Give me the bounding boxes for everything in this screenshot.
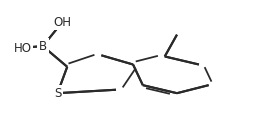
Text: HO: HO [14,42,32,55]
Text: B: B [39,40,47,53]
Text: OH: OH [53,15,71,29]
Text: S: S [54,87,61,100]
